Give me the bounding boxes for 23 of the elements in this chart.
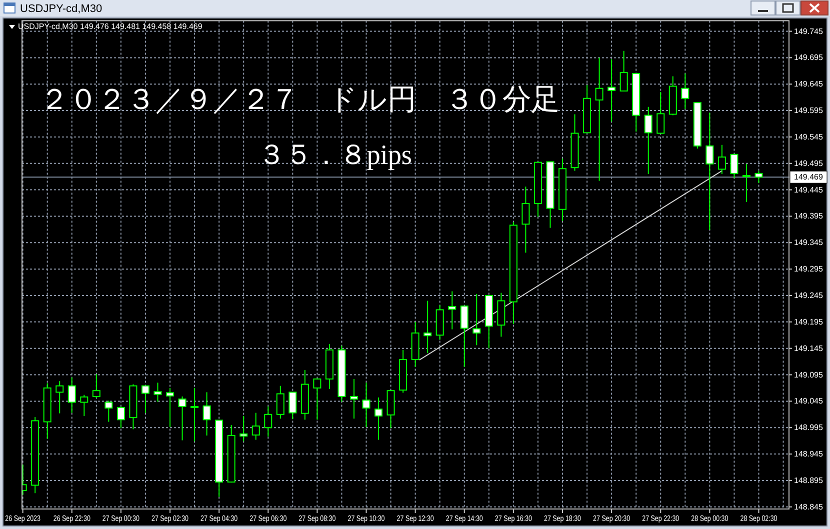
y-tick-label: 149.545 [794, 132, 824, 142]
ref-line-label: 149.469 [794, 172, 824, 182]
y-tick-label: 149.645 [794, 80, 824, 89]
text: ２０２３／９／２７ ドル円 ３０分足 [40, 84, 564, 116]
y-tick-label: 148.995 [794, 423, 824, 432]
y-tick-label: 148.895 [794, 476, 824, 485]
y-tick-label: 149.145 [794, 344, 824, 353]
y-tick-label: 149.745 [794, 26, 824, 36]
y-tick-label: 148.945 [794, 450, 824, 459]
y-tick-label: 149.495 [794, 158, 824, 168]
y-tick-label: 149.045 [794, 396, 824, 406]
y-tick-label: 149.595 [794, 106, 824, 116]
y-tick-label: 149.095 [794, 370, 824, 380]
text: USDJPY-cd,M30 [20, 3, 102, 15]
y-tick-label: 148.845 [794, 502, 824, 512]
y-tick-label: 149.195 [794, 317, 824, 326]
y-tick-label: 149.245 [794, 291, 824, 300]
y-tick-label: 149.295 [794, 264, 824, 274]
annotation: ３５．８pips [258, 140, 417, 171]
y-tick-label: 149.395 [794, 212, 824, 221]
y-tick-label: 149.695 [794, 53, 824, 62]
y-tick-label: 149.445 [794, 185, 824, 194]
y-tick-label: 149.345 [794, 238, 824, 248]
